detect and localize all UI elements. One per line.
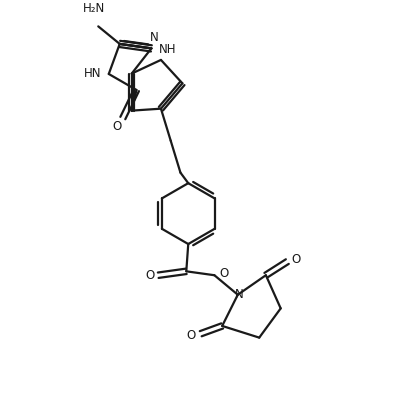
- Text: O: O: [291, 253, 301, 266]
- Text: N: N: [234, 288, 243, 301]
- Text: O: O: [187, 329, 196, 342]
- Text: NH: NH: [159, 43, 177, 55]
- Text: HN: HN: [84, 68, 101, 80]
- Text: O: O: [145, 269, 154, 282]
- Text: O: O: [112, 120, 122, 133]
- Text: O: O: [219, 267, 229, 280]
- Text: H₂N: H₂N: [82, 2, 105, 16]
- Text: N: N: [150, 31, 158, 44]
